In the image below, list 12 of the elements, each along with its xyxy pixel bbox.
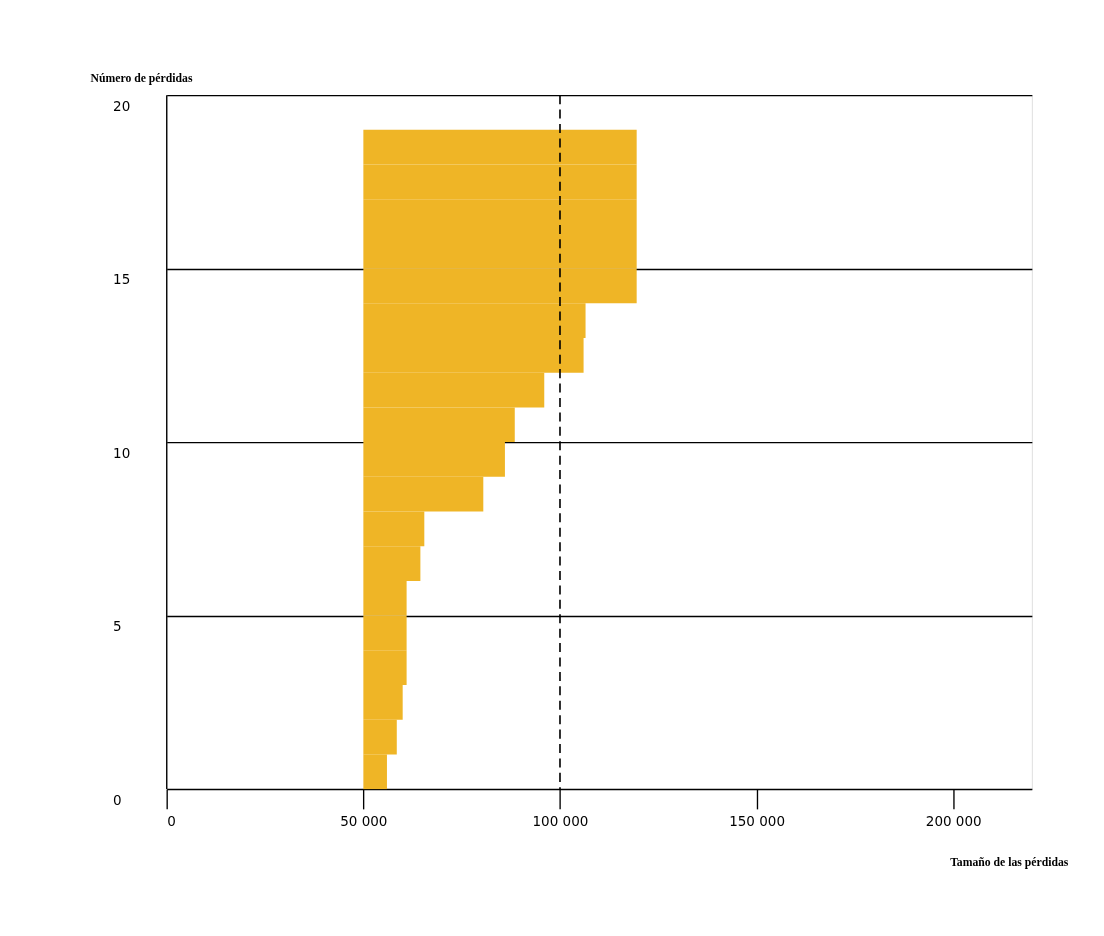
y-axis-title: Número de pérdidas bbox=[90, 72, 193, 86]
x-tick-label: 50 000 bbox=[340, 812, 388, 829]
x-tick-label: 100 000 bbox=[532, 812, 589, 829]
x-axis-title: Tamaño de las pérdidas bbox=[950, 856, 1069, 870]
y-tick-label: 10 bbox=[113, 444, 131, 461]
x-tick-label: 200 000 bbox=[925, 812, 982, 829]
y-tick-label: 0 bbox=[113, 791, 122, 808]
x-tick-label: 0 bbox=[167, 812, 176, 829]
y-tick-label: 20 bbox=[113, 97, 131, 114]
y-tick-label: 15 bbox=[113, 271, 131, 288]
x-tick-label: 150 000 bbox=[729, 812, 785, 829]
y-tick-label: 5 bbox=[113, 618, 122, 635]
